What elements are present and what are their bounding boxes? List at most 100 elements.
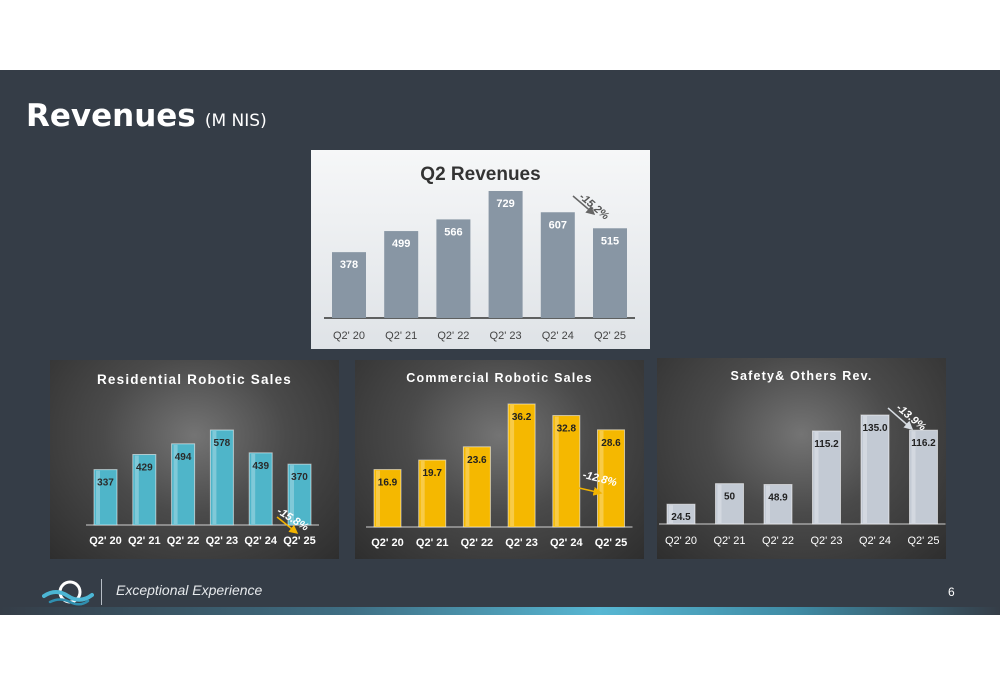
bar: [287, 463, 312, 526]
bar: [171, 443, 196, 526]
bar: [93, 469, 118, 526]
x-tick-label: Q2' 20: [371, 537, 404, 549]
bar: [462, 446, 491, 528]
bar-group: 50: [715, 483, 744, 525]
x-tick-label: Q2' 22: [461, 537, 494, 549]
bar: [209, 429, 234, 526]
bar-group: 607: [540, 212, 575, 318]
bar-highlight: [814, 431, 819, 523]
data-label: 378: [340, 259, 358, 271]
data-label: 429: [136, 462, 153, 473]
bar: [132, 453, 157, 526]
data-label: 578: [214, 438, 231, 449]
footer-gradient-rule: [0, 607, 1000, 615]
bar-highlight: [510, 405, 515, 526]
data-label: 607: [549, 219, 567, 231]
x-tick-label: Q2' 21: [385, 330, 417, 342]
x-tick-label: Q2' 20: [665, 535, 697, 547]
bar-highlight: [717, 484, 722, 523]
bar-group: 135.0: [860, 414, 890, 525]
data-label: 729: [496, 198, 514, 210]
bar: [507, 403, 536, 528]
page-title: Revenues (M NIS): [26, 98, 267, 134]
data-label: 337: [97, 478, 114, 489]
bar-highlight: [766, 485, 770, 523]
bar-group: 578: [209, 429, 234, 526]
x-tick-label: Q2' 20: [89, 535, 122, 547]
bar-highlight: [134, 455, 139, 524]
bar-highlight: [554, 416, 559, 526]
bar-group: 370: [287, 463, 312, 526]
chart-title: Q2 Revenues: [420, 164, 540, 185]
chart-panel-commercial: Commercial Robotic Sales 16.9 Q2' 20 19.7 Q2…: [355, 360, 644, 559]
bar-group: 439: [248, 452, 273, 526]
data-label: 36.2: [512, 412, 532, 423]
x-tick-label: Q2' 25: [283, 535, 316, 547]
chart-title: Residential Robotic Sales: [97, 372, 292, 387]
data-label: 50: [724, 492, 736, 503]
data-label: 370: [291, 472, 308, 483]
bar-group: 729: [488, 191, 523, 318]
data-label: 494: [175, 452, 192, 463]
bar-highlight: [420, 461, 425, 526]
bar-group: 429: [132, 453, 157, 526]
footer-tagline: Exceptional Experience: [116, 582, 263, 598]
data-label: 135.0: [862, 423, 887, 434]
bar-highlight: [96, 470, 100, 524]
change-arrow: [276, 516, 299, 534]
bar: [540, 212, 575, 318]
chart-q2-revenues: Q2 Revenues 378 Q2' 20 499 Q2' 21 566 Q2' 22 72…: [324, 164, 635, 342]
bar-highlight: [376, 470, 380, 526]
bar: [552, 415, 581, 528]
bar-highlight: [465, 447, 470, 526]
bar-highlight: [863, 416, 867, 523]
x-tick-label: Q2' 24: [859, 535, 891, 547]
data-label: 439: [252, 461, 269, 472]
change-arrow: [578, 486, 603, 496]
bar-highlight: [212, 431, 217, 524]
bar-group: 48.9: [763, 484, 793, 525]
bar: [332, 252, 366, 318]
x-tick-label: Q2' 22: [437, 330, 469, 342]
bar-group: 19.7: [418, 459, 447, 528]
bar-group: 515: [593, 228, 627, 318]
x-tick-label: Q2' 24: [542, 330, 574, 342]
footer-divider: [101, 579, 102, 605]
chart-residential-robotic-sales: Residential Robotic Sales 337 Q2' 20 429 Q2'…: [86, 372, 319, 547]
change-percent-label: -15.2%: [577, 191, 612, 223]
bar: [860, 414, 890, 525]
x-tick-label: Q2' 23: [505, 537, 538, 549]
bar-group: 378: [332, 252, 366, 318]
x-tick-label: Q2' 22: [762, 535, 794, 547]
x-tick-label: Q2' 24: [244, 535, 277, 547]
chart-commercial-robotic-sales: Commercial Robotic Sales 16.9 Q2' 20 19.7 Q2…: [366, 371, 633, 549]
x-tick-label: Q2' 25: [907, 535, 939, 547]
bar: [593, 228, 627, 318]
x-tick-label: Q2' 21: [128, 535, 161, 547]
x-tick-label: Q2' 21: [713, 535, 745, 547]
bar: [418, 459, 447, 528]
data-label: 28.6: [601, 438, 621, 449]
x-tick-label: Q2' 23: [810, 535, 842, 547]
chart-panel-residential: Residential Robotic Sales 337 Q2' 20 429 Q2'…: [50, 360, 339, 559]
bar-group: 36.2: [507, 403, 536, 528]
chart-safety-others: Safety& Others Rev. 24.5 Q2' 20 50 Q2' 21 48.…: [659, 369, 946, 547]
data-label: 499: [392, 238, 410, 250]
bar-group: 116.2: [909, 429, 938, 525]
x-tick-label: Q2' 23: [206, 535, 239, 547]
bar: [248, 452, 273, 526]
x-tick-label: Q2' 21: [416, 537, 449, 549]
bar: [436, 219, 471, 318]
bar-highlight: [290, 465, 294, 524]
data-label: 515: [601, 235, 619, 247]
page-title-text: Revenues: [26, 98, 196, 134]
x-tick-label: Q2' 20: [333, 330, 365, 342]
data-label: 115.2: [814, 439, 839, 450]
bar-group: 337: [93, 469, 118, 526]
bar: [488, 191, 523, 318]
bar-highlight: [173, 444, 178, 524]
bar-group: 494: [171, 443, 196, 526]
data-label: 32.8: [557, 424, 577, 435]
bar: [909, 429, 938, 525]
x-tick-label: Q2' 25: [594, 330, 626, 342]
